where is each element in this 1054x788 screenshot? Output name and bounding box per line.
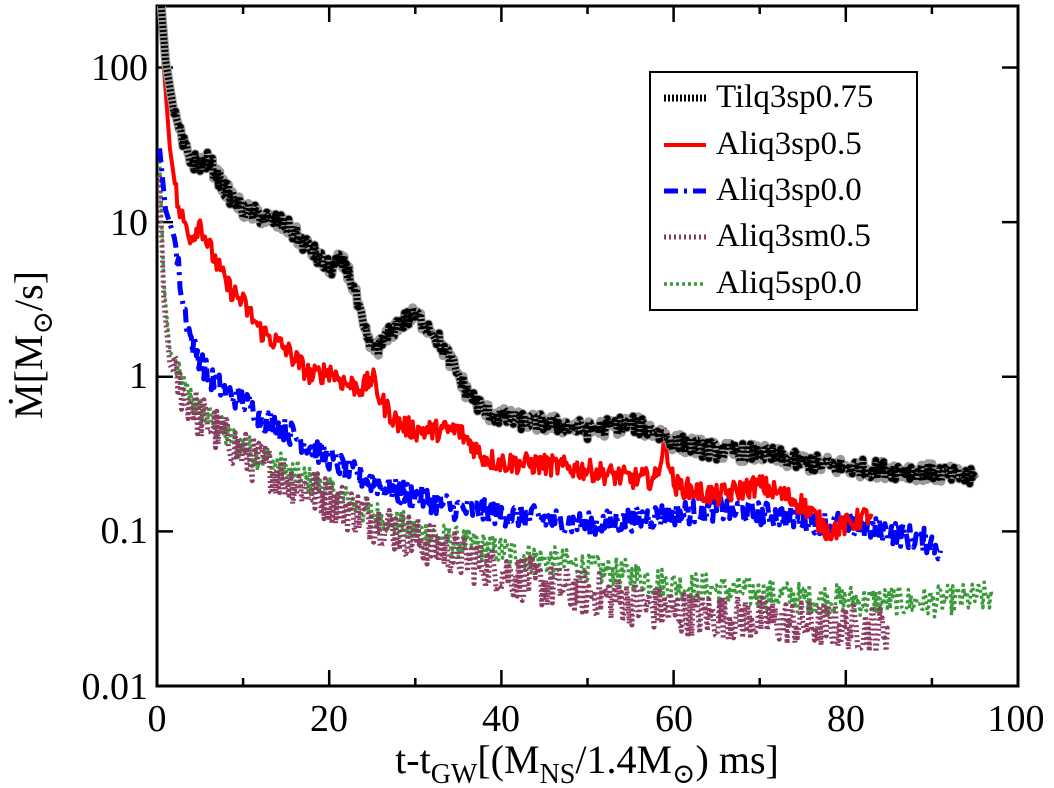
series-layer <box>157 6 994 655</box>
x-tick-label: 0 <box>148 698 167 740</box>
y-tick-label: 1 <box>129 355 148 397</box>
series-line-aliq3sp0-5 <box>157 6 874 542</box>
legend-swatches <box>664 94 706 286</box>
y-tick-label: 100 <box>91 47 148 89</box>
y-tick-label: 0.1 <box>101 510 149 552</box>
y-tick-label: 0.01 <box>82 666 149 708</box>
series-line-aliq3sm0-5 <box>157 175 891 655</box>
legend-label: Aliq3sp0.5 <box>716 126 862 162</box>
legend-label: Aliq5sp0.0 <box>716 265 862 301</box>
x-tick-label: 80 <box>827 698 865 740</box>
axis-ticks <box>155 6 1020 688</box>
series-line-tilq3sp0-75 <box>157 6 979 488</box>
legend-label: Aliq3sp0.0 <box>716 172 862 208</box>
legend: Tilq3sp0.75 Aliq3sp0.5 Aliq3sp0.0 Aliq3s… <box>649 71 918 311</box>
x-tick-label: 60 <box>655 698 693 740</box>
legend-label: Aliq3sm0.5 <box>716 218 871 254</box>
legend-label: Tilq3sp0.75 <box>716 79 873 115</box>
y-tick-labels: 0.01 0.1 1 10 100 <box>82 47 149 708</box>
series-line-aliq5sp0-0 <box>157 160 994 619</box>
x-tick-label: 100 <box>988 698 1045 740</box>
x-tick-label: 40 <box>482 698 520 740</box>
x-tick-labels: 0 20 40 60 80 100 <box>148 698 1045 740</box>
x-axis-label: t-tGW[(MNS/1.4M⊙) ms] <box>395 737 779 788</box>
y-tick-label: 10 <box>110 202 148 244</box>
y-axis-label: Ṁ[M⊙/s] <box>6 271 59 419</box>
x-tick-label: 20 <box>310 698 348 740</box>
